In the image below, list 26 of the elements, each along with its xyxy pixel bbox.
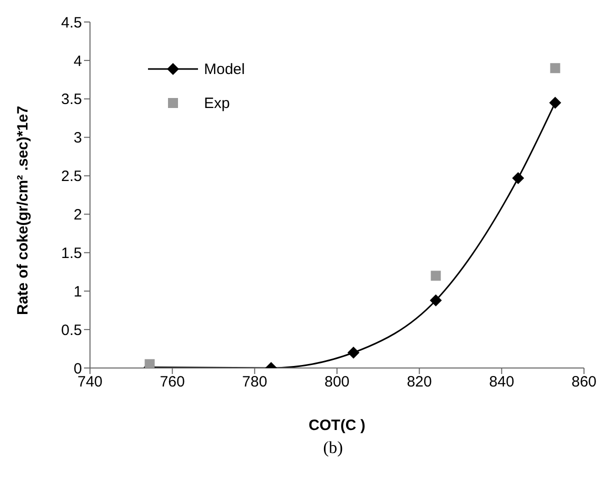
y-tick-label: 2.5 bbox=[61, 168, 82, 186]
point bbox=[550, 63, 560, 74]
x-axis-title: COT(C ) bbox=[308, 417, 366, 434]
point bbox=[512, 172, 524, 184]
point bbox=[430, 270, 441, 281]
x-tick-label: 800 bbox=[324, 374, 350, 391]
y-tick-label: 3.5 bbox=[61, 91, 82, 108]
y-tick-label: 1.5 bbox=[61, 244, 82, 262]
point bbox=[549, 96, 562, 109]
x-tick-label: 820 bbox=[406, 374, 432, 391]
y-tick-label: 2 bbox=[74, 206, 82, 224]
legend-label: Model bbox=[204, 60, 245, 78]
x-tick-label: 840 bbox=[489, 374, 514, 391]
text: (b) bbox=[322, 438, 344, 458]
y-tick-label: 4.5 bbox=[61, 14, 82, 32]
x-tick-label: 860 bbox=[571, 374, 597, 391]
y-tick-label: 1 bbox=[74, 283, 82, 300]
legend-label: Exp bbox=[204, 94, 230, 112]
point bbox=[430, 294, 442, 306]
point bbox=[347, 346, 360, 359]
y-tick-label: 4 bbox=[74, 52, 82, 70]
y-tick-label: 3 bbox=[74, 130, 82, 147]
y-tick-label: 0.5 bbox=[61, 322, 82, 339]
x-tick-label: 780 bbox=[242, 374, 268, 391]
x-tick-label: 760 bbox=[160, 374, 185, 391]
y-axis-title: Rate of coke(gr/cm² .sec)*1e7 bbox=[14, 106, 32, 315]
